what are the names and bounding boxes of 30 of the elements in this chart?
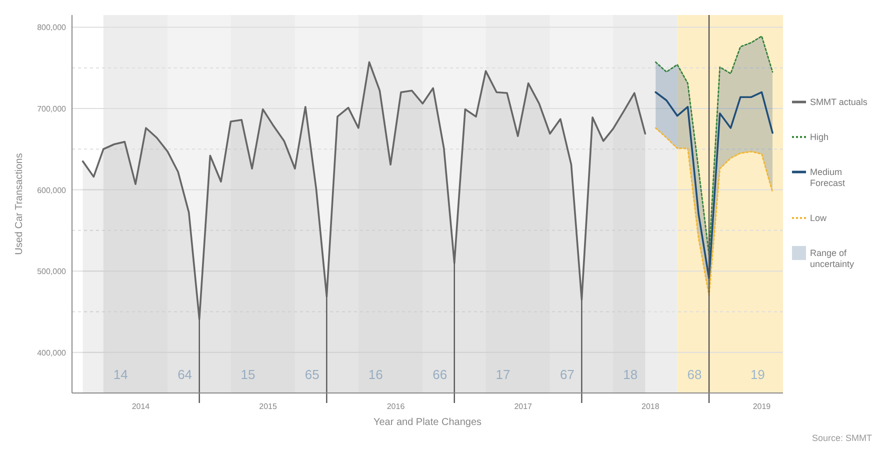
band-label: 14 <box>113 367 128 382</box>
band-label: 67 <box>560 367 574 382</box>
x-tick-label: 2019 <box>752 402 772 411</box>
y-tick-label: 700,000 <box>37 104 67 114</box>
band-label: 66 <box>432 367 448 382</box>
x-tick-label: 2014 <box>132 402 150 411</box>
text: Range of uncertainty <box>810 248 855 269</box>
band-label: 18 <box>623 367 638 382</box>
legend-label: Low <box>810 213 828 223</box>
x-axis-title: Year and Plate Changes <box>373 417 482 428</box>
y-tick-label: 800,000 <box>37 23 67 32</box>
legend-label: SMMT actuals <box>810 97 868 107</box>
band-label: 65 <box>304 367 320 382</box>
band-label: 15 <box>240 367 256 382</box>
y-axis-title: Used Car Transactions <box>14 153 25 255</box>
y-tick-label: 500,000 <box>37 267 67 276</box>
y-tick-label: 600,000 <box>37 186 67 195</box>
band-label: 19 <box>750 367 765 382</box>
x-tick-label: 2015 <box>259 402 278 411</box>
x-tick-label: 2016 <box>386 402 406 411</box>
legend-label: Medium Forecast <box>810 167 846 188</box>
band-label: 16 <box>368 367 383 382</box>
x-tick-label: 2017 <box>514 402 533 411</box>
x-tick-label: 2018 <box>642 402 660 411</box>
band-label: 17 <box>496 367 510 382</box>
legend-label: High <box>810 132 829 142</box>
band-label: 64 <box>178 367 192 382</box>
source-note: Source: SMMT <box>812 433 872 443</box>
y-tick-label: 400,000 <box>37 348 67 358</box>
band-label: 68 <box>687 367 702 382</box>
